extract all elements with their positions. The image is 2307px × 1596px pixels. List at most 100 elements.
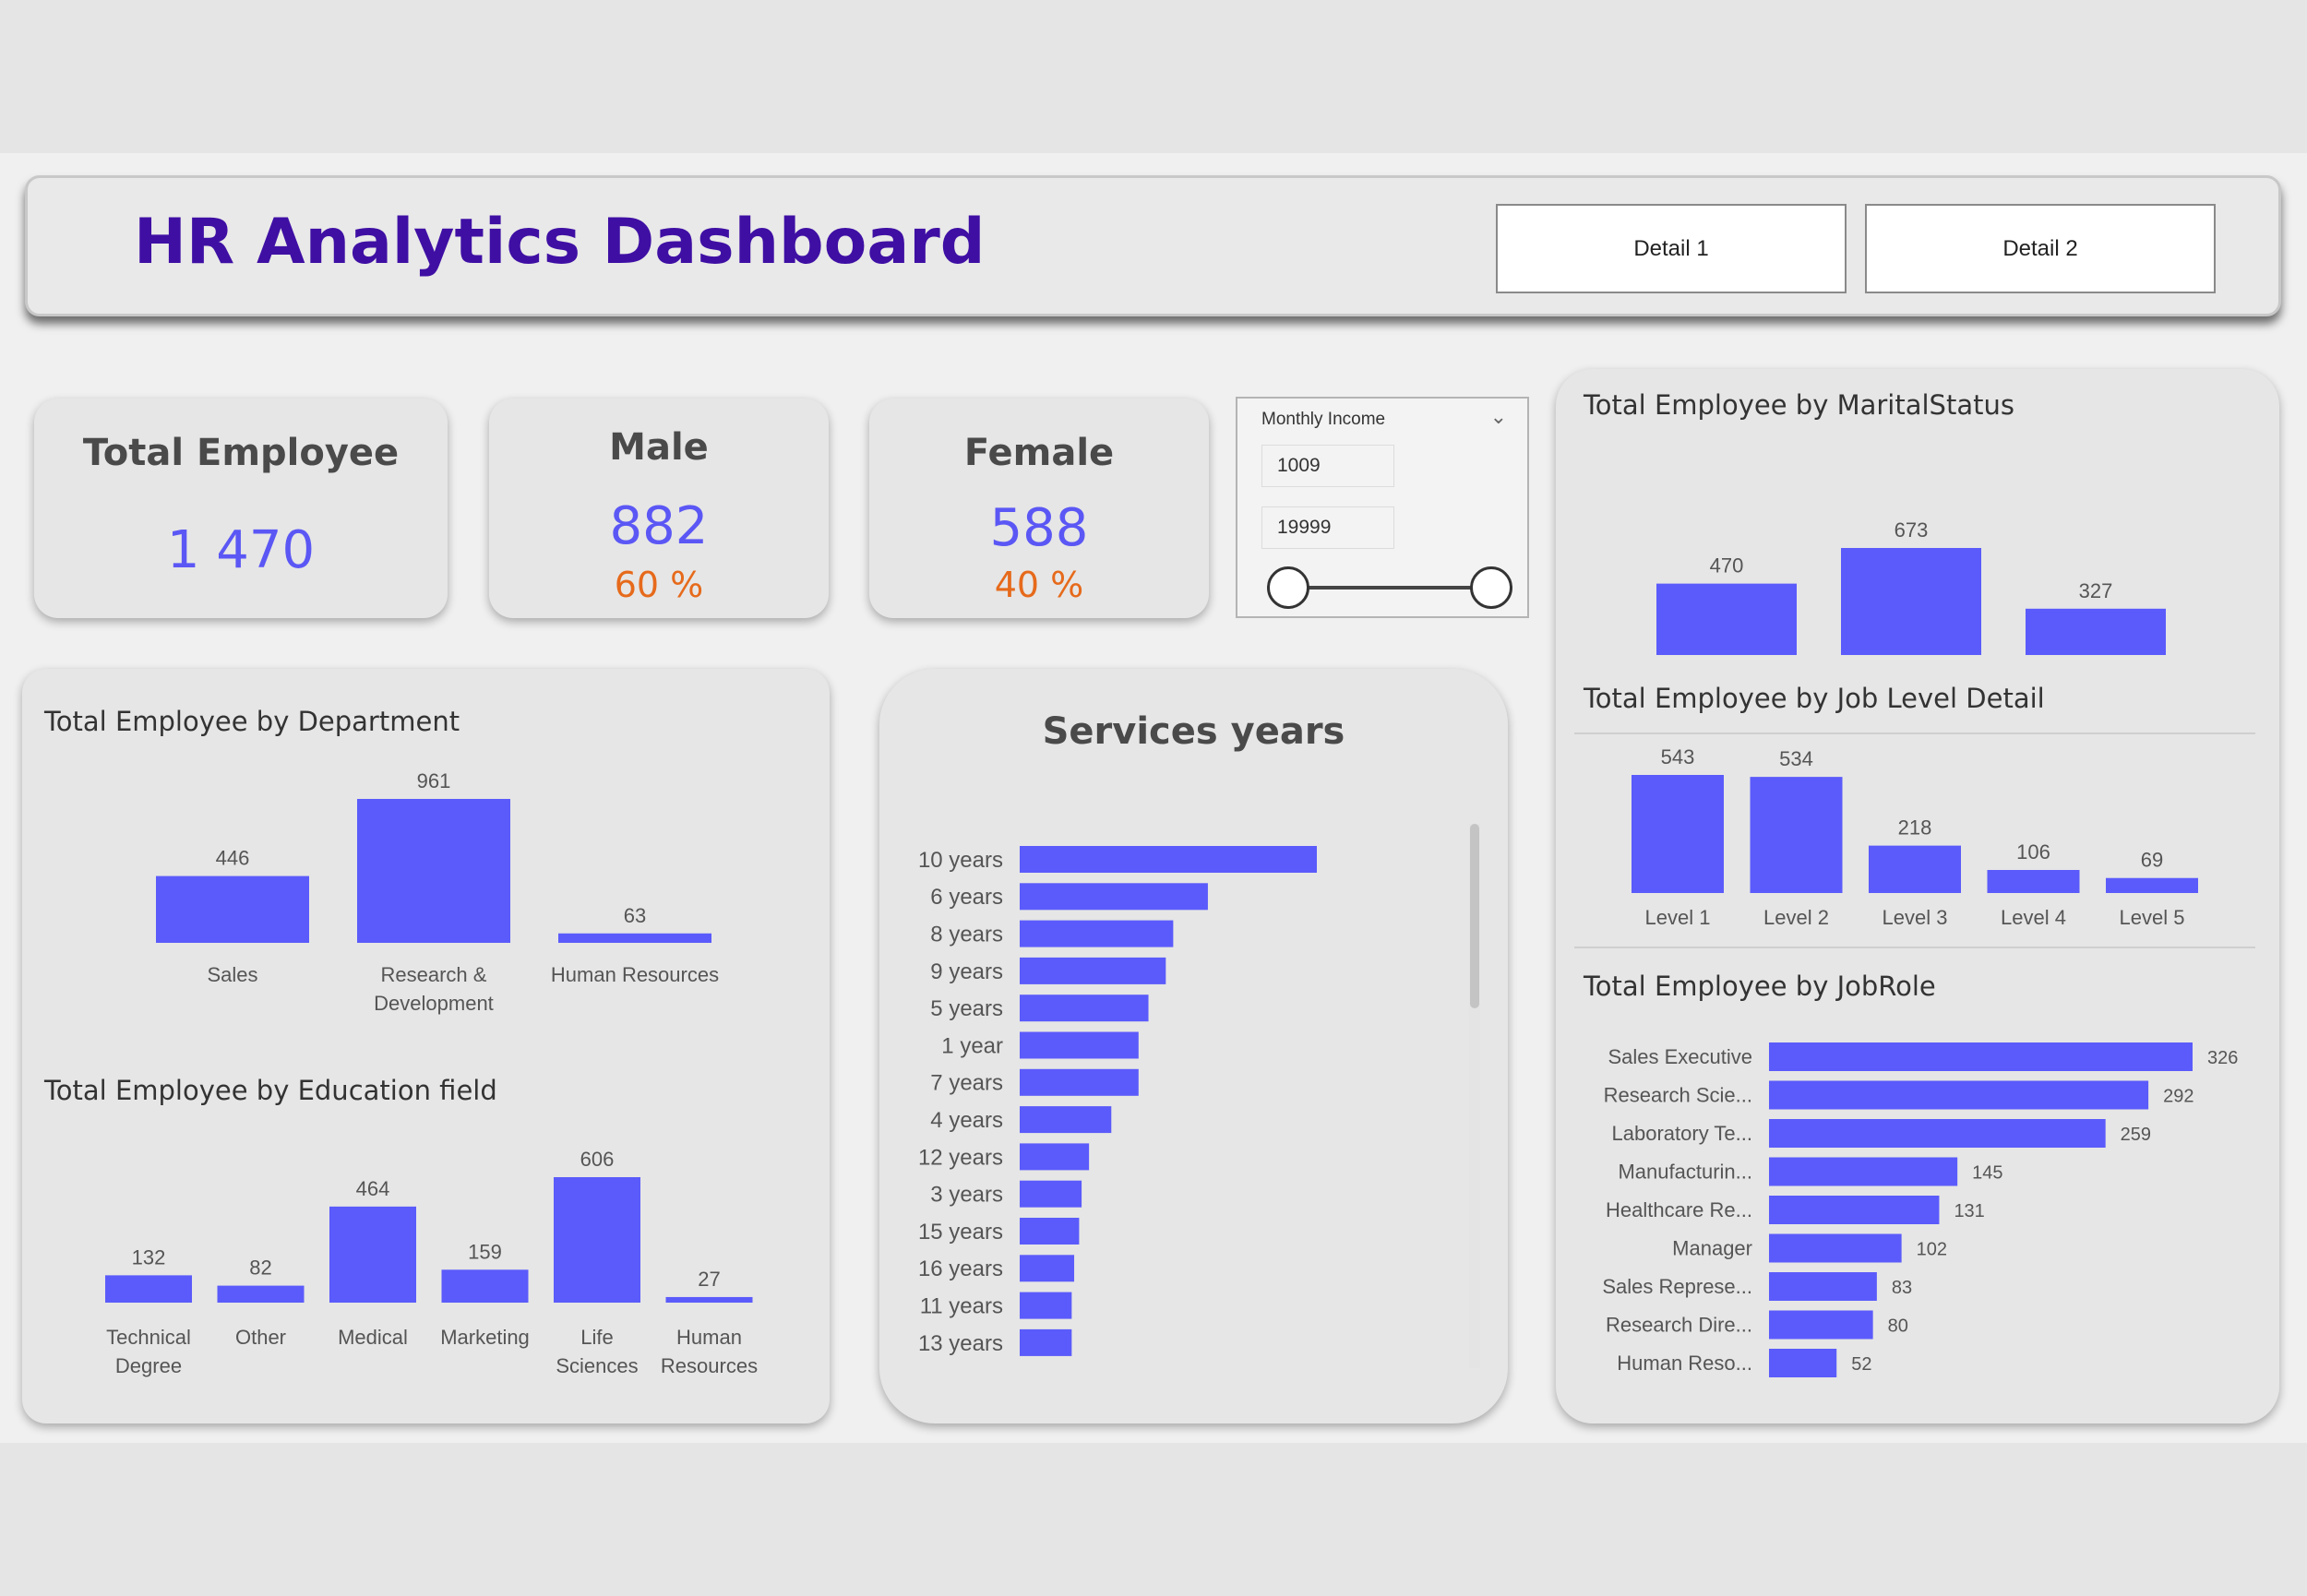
education-chart: 132 Technical Degree 82 Other 464 Medical 159 Ma… — [105, 1148, 758, 1377]
page-title: HR Analytics Dashboard — [134, 206, 986, 279]
category-label: Human — [676, 1326, 742, 1349]
bar — [1020, 1068, 1139, 1096]
category-label: Research Scie... — [1604, 1084, 1752, 1107]
bar — [1020, 846, 1317, 873]
category-label: 12 years — [918, 1145, 1003, 1170]
slicer-max-input[interactable]: 19999 — [1261, 506, 1394, 549]
scrollbar-thumb[interactable] — [1470, 824, 1479, 1008]
category-label: Research Dire... — [1606, 1314, 1752, 1337]
data-label: 145 — [1972, 1163, 2002, 1184]
bar — [1020, 1106, 1112, 1134]
category-label: 6 years — [930, 885, 1003, 910]
bar — [1769, 1080, 2149, 1110]
category-label: Laboratory Te... — [1612, 1122, 1752, 1145]
bar — [1020, 957, 1166, 984]
bar — [329, 1206, 416, 1303]
category-label: 1 year — [941, 1033, 1003, 1058]
category-label: 9 years — [930, 959, 1003, 984]
category-label: Resources — [661, 1354, 758, 1377]
bar — [1769, 1157, 1958, 1186]
services-years-chart: 10 years 6 years 8 years 9 years 5 years 1 ye… — [918, 846, 1317, 1356]
kpi-female-title: Female — [963, 432, 1115, 474]
bar — [1769, 1042, 2193, 1071]
data-label: 543 — [1661, 745, 1695, 768]
bar — [554, 1177, 640, 1303]
bar — [217, 1285, 305, 1303]
slicer-min-input[interactable]: 1009 — [1261, 445, 1394, 487]
category-label: Medical — [338, 1326, 408, 1349]
kpi-female-value: 588 — [989, 498, 1089, 558]
bar — [2106, 877, 2198, 893]
kpi-male-percent: 60 % — [614, 565, 704, 605]
category-label: Level 2 — [1763, 906, 1829, 929]
chevron-down-icon[interactable]: ⌄ — [1489, 406, 1507, 429]
kpi-male-title: Male — [609, 426, 709, 469]
data-label: 292 — [2163, 1087, 2193, 1107]
kpi-card-female: Female 588 40 % — [869, 399, 1209, 618]
kpi-female-percent: 40 % — [994, 565, 1084, 605]
detail-1-button[interactable]: Detail 1 — [1496, 204, 1847, 293]
job-level-chart: 543 Level 1 534 Level 2 218 Level 3 106 Level 4… — [1632, 745, 2198, 929]
category-label: Sales Represe... — [1602, 1275, 1752, 1298]
category-label: Manager — [1672, 1237, 1752, 1260]
slider-track[interactable] — [1288, 586, 1491, 590]
bar — [1869, 845, 1961, 893]
bar — [665, 1296, 753, 1303]
department-chart-title: Total Employee by Department — [44, 706, 460, 737]
category-label: Level 1 — [1645, 906, 1711, 929]
slider-min-handle[interactable] — [1267, 566, 1309, 609]
right-charts-panel: Total Employee by MaritalStatus 470Singl… — [1556, 369, 2279, 1423]
category-label: Level 3 — [1883, 906, 1948, 929]
bar — [1769, 1119, 2106, 1148]
data-label: 27 — [698, 1268, 720, 1291]
bar — [1020, 1143, 1090, 1171]
data-label: 80 — [1888, 1316, 1908, 1337]
data-label: 82 — [249, 1257, 271, 1280]
category-label: Life — [580, 1326, 613, 1349]
bar — [1020, 1218, 1080, 1245]
data-label: 132 — [132, 1245, 166, 1268]
category-label: Development — [374, 992, 494, 1015]
category-label: Degree — [115, 1354, 182, 1377]
bar — [1020, 995, 1149, 1022]
bar — [1987, 870, 2080, 893]
data-label: 218 — [1898, 816, 1932, 840]
category-label: Other — [235, 1326, 286, 1349]
bar — [1020, 1328, 1072, 1356]
category-label: 4 years — [930, 1108, 1003, 1133]
job-role-chart: Sales Executive 326 Research Scie... 292 Lab… — [1602, 1042, 2238, 1377]
category-label: Technical — [106, 1326, 191, 1349]
bar — [1632, 775, 1724, 893]
bar — [1769, 1272, 1877, 1301]
data-label: 327 — [2079, 579, 2113, 602]
bar — [1020, 1255, 1075, 1282]
left-charts-panel: Total Employee by Department 446 Sales 961… — [22, 669, 830, 1423]
bar — [1020, 1031, 1139, 1059]
category-label: Level 4 — [2001, 906, 2066, 929]
detail-2-button[interactable]: Detail 2 — [1865, 204, 2216, 293]
bar — [1020, 920, 1174, 947]
data-label: 102 — [1917, 1240, 1947, 1260]
category-label: Manufacturin... — [1618, 1161, 1752, 1184]
category-label: Sales — [207, 963, 257, 986]
data-label: 63 — [624, 904, 646, 927]
bar — [1769, 1196, 1940, 1224]
joblevel-chart-title: Total Employee by Job Level Detail — [1584, 683, 2045, 714]
bar — [1841, 548, 1981, 655]
category-label: Human Reso... — [1617, 1352, 1752, 1375]
data-label: 131 — [1954, 1201, 1984, 1221]
category-label: Research & — [381, 963, 487, 986]
category-label: Human Resources — [551, 963, 719, 986]
category-label: Sciences — [556, 1354, 638, 1377]
data-label: 83 — [1892, 1278, 1912, 1298]
marital-chart-title: Total Employee by MaritalStatus — [1584, 389, 2014, 421]
kpi-male-value: 882 — [609, 496, 709, 556]
category-label: 3 years — [930, 1183, 1003, 1208]
slider-max-handle[interactable] — [1470, 566, 1512, 609]
divider — [1574, 732, 2255, 734]
data-label: 673 — [1895, 518, 1929, 542]
services-years-panel: Services years 10 years 6 years 8 years 9 y… — [879, 669, 1508, 1423]
data-label: 961 — [417, 769, 451, 792]
bar — [1769, 1233, 1902, 1263]
category-label: 7 years — [930, 1071, 1003, 1096]
